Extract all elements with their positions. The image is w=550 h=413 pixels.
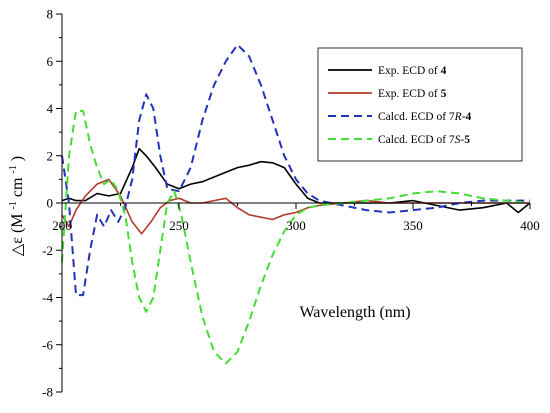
x-tick-label: 200 — [52, 218, 72, 233]
y-axis-unit-mid: cm — [9, 177, 26, 197]
tick-labels: -8 -6 -4 -2 0 2 4 6 8 200 250 300 350 400 — [42, 7, 540, 400]
y-axis-symbol: △ε — [9, 237, 26, 256]
legend: Exp. ECD of 4 Exp. ECD of 5 Calcd. ECD of … — [317, 47, 523, 162]
y-axis-unit-close: ) — [9, 156, 26, 161]
x-tick-label: 350 — [403, 218, 423, 233]
chart-axes — [56, 13, 531, 393]
y-tick-label: -4 — [42, 290, 53, 305]
legend-label-4: Calcd. ECD of 7S-5 — [378, 134, 470, 146]
y-axis-unit-sup2: -1 — [8, 165, 19, 173]
y-tick-label: 2 — [47, 148, 54, 163]
x-axis-title: Wavelength (nm) — [299, 304, 410, 321]
legend-label-2: Exp. ECD of 5 — [378, 88, 447, 100]
y-tick-label: -2 — [42, 243, 53, 258]
y-tick-label: 0 — [47, 196, 54, 211]
y-tick-label: 8 — [47, 7, 54, 22]
y-tick-label: -8 — [42, 385, 53, 400]
legend-label-1: Exp. ECD of 4 — [378, 65, 447, 77]
series-line-4 — [61, 109, 531, 365]
y-tick-label: 4 — [47, 101, 54, 116]
y-tick-label: -6 — [42, 337, 53, 352]
legend-box — [317, 47, 523, 162]
y-axis-title: △ε (M -1 cm -1 ) — [3, 156, 26, 256]
y-tick-label: 6 — [47, 54, 54, 69]
y-axis-unit-sup1: -1 — [8, 201, 19, 209]
x-tick-label: 300 — [286, 218, 306, 233]
legend-label-3: Calcd. ECD of 7R-4 — [378, 111, 472, 123]
x-tick-label: 250 — [169, 218, 189, 233]
y-axis-unit-open: (M — [9, 213, 26, 233]
x-tick-label: 400 — [520, 218, 540, 233]
